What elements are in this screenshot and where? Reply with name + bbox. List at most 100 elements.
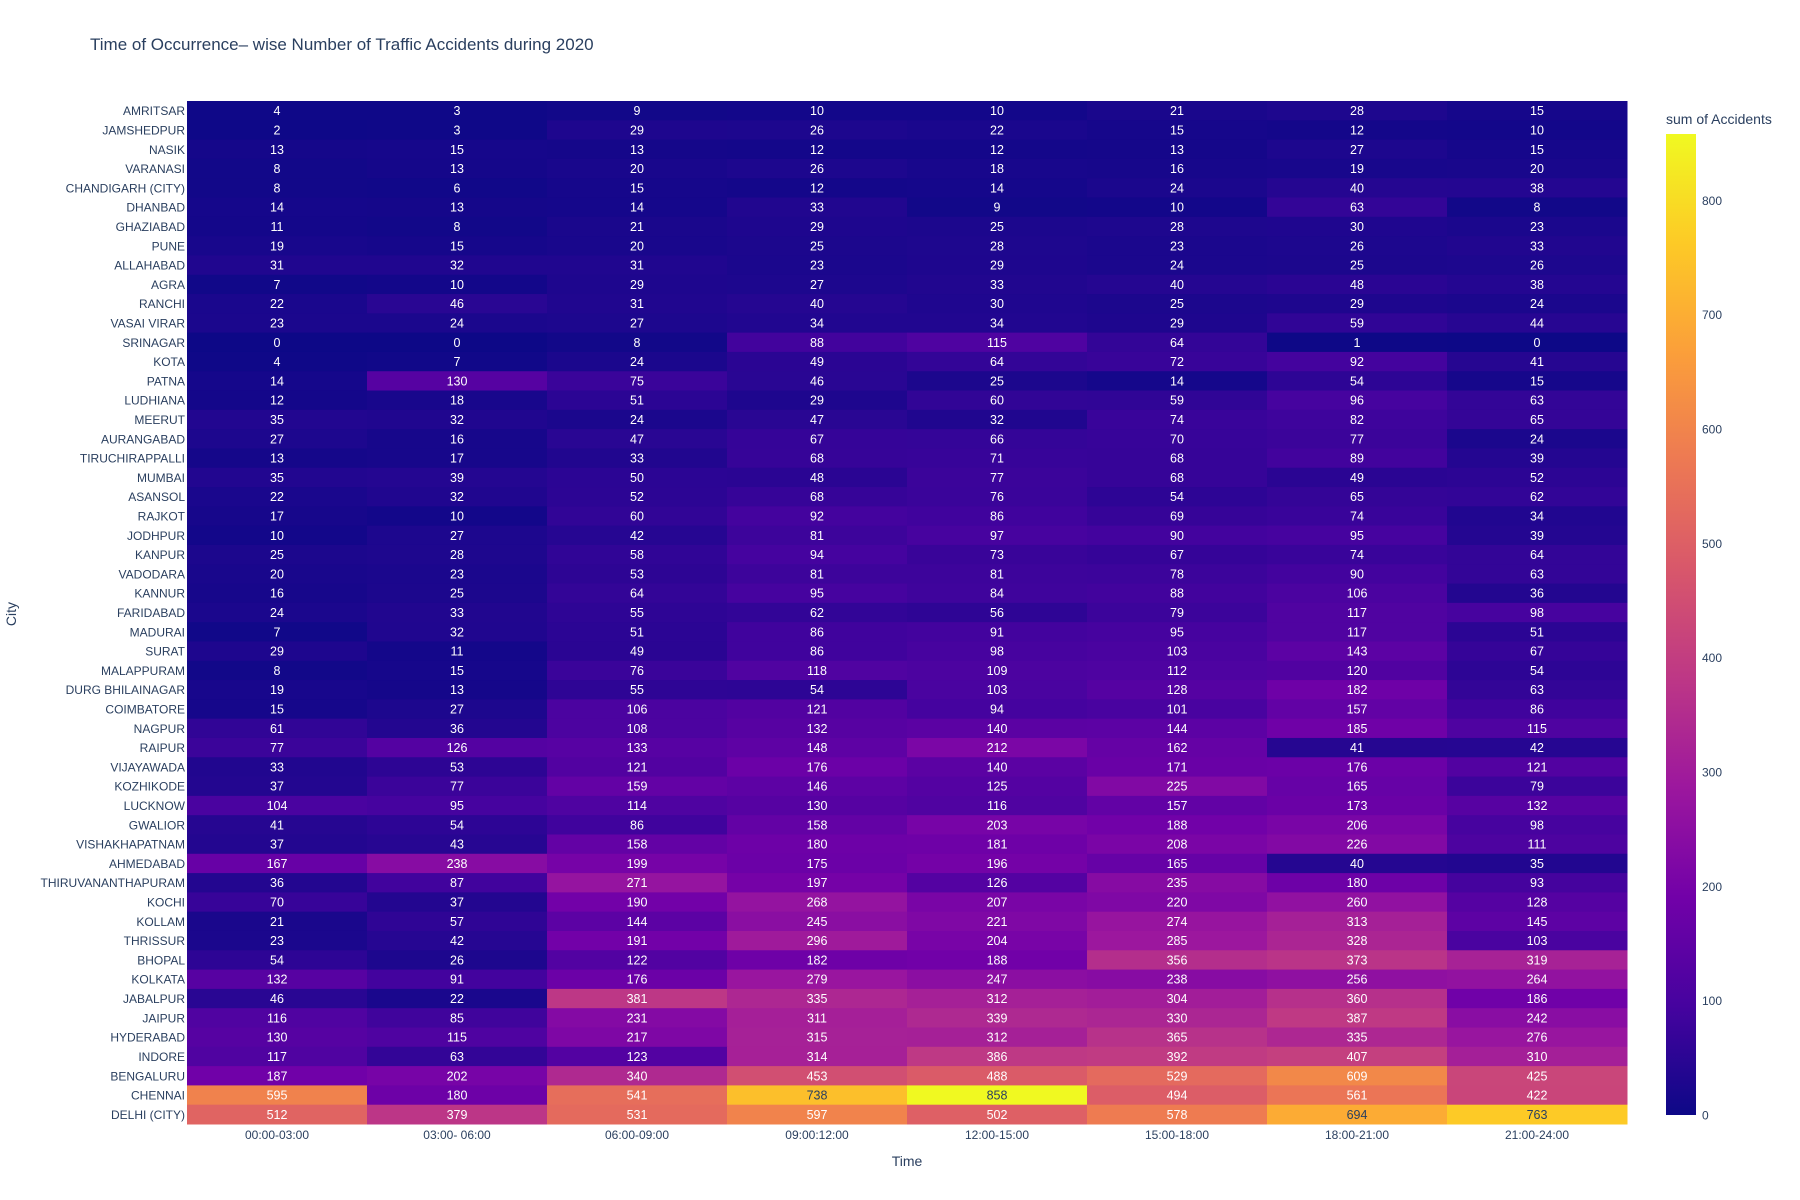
cell-value-label: 225 [1167,780,1188,794]
heatmap-cell [907,757,1088,778]
heatmap-cell [907,178,1088,199]
heatmap-cell [727,332,908,353]
cell-value-label: 23 [810,259,824,273]
heatmap-cell [547,178,728,199]
cell-value-label: 15 [1530,374,1544,388]
heatmap-cell [187,487,368,507]
y-tick-label: GHAZIABAD [116,220,186,234]
heatmap-cell [547,930,728,951]
cell-value-label: 70 [1170,432,1184,446]
heatmap-cell [727,737,908,758]
y-tick-label: CHANDIGARH (CITY) [66,181,185,195]
heatmap-cell [1447,892,1628,913]
cell-value-label: 35 [1530,857,1544,871]
heatmap-cell [547,969,728,990]
cell-value-label: 20 [630,162,644,176]
heatmap-cell [367,255,548,276]
cell-value-label: 64 [1530,548,1544,562]
cell-value-label: 103 [987,683,1008,697]
heatmap-cell [1447,622,1628,642]
cell-value-label: 144 [627,915,648,929]
heatmap-cell [547,429,728,449]
heatmap-cell [1447,699,1628,720]
cell-value-label: 38 [1530,181,1544,195]
heatmap-cell [1087,1085,1268,1106]
heatmap-cell [1447,1046,1628,1067]
cell-value-label: 204 [987,934,1008,948]
heatmap-cell [1267,216,1448,237]
cell-value-label: 42 [450,934,464,948]
heatmap-cell [187,1027,368,1048]
cell-value-label: 133 [627,741,648,755]
cell-value-label: 8 [274,664,281,678]
heatmap-cell [1087,795,1268,816]
heatmap-cell [547,313,728,334]
cell-value-label: 51 [630,394,644,408]
heatmap-cell [547,718,728,739]
cell-value-label: 97 [990,529,1004,543]
heatmap-cell [1267,930,1448,951]
cell-value-label: 92 [1350,355,1364,369]
cell-value-label: 18 [990,162,1004,176]
heatmap-cell [727,429,908,449]
cell-value-label: 13 [630,143,644,157]
heatmap-cell [907,139,1088,160]
cell-value-label: 221 [987,915,1008,929]
cell-value-label: 49 [1350,471,1364,485]
heatmap-cell [1267,718,1448,739]
cell-value-label: 63 [450,1050,464,1064]
heatmap-cell [907,313,1088,334]
heatmap-cell [547,139,728,160]
cell-value-label: 90 [1350,567,1364,581]
cell-value-label: 94 [990,703,1004,717]
cell-value-label: 196 [987,857,1008,871]
cell-value-label: 14 [270,374,284,388]
heatmap-cell [187,622,368,642]
cell-value-label: 26 [450,953,464,967]
cell-value-label: 26 [810,123,824,137]
cell-value-label: 36 [270,876,284,890]
cell-value-label: 109 [987,664,1008,678]
cell-value-label: 117 [267,1050,287,1064]
heatmap-cell [367,332,548,353]
heatmap-cell [907,795,1088,816]
heatmap-cell [1447,1008,1628,1028]
heatmap-cell [367,216,548,237]
heatmap-cell [1087,969,1268,990]
heatmap-cell [727,255,908,276]
cell-value-label: 268 [807,896,828,910]
cell-value-label: 11 [271,220,284,234]
cell-value-label: 53 [630,567,644,581]
cell-value-label: 29 [630,278,644,292]
heatmap-cell [727,1008,908,1028]
cell-value-label: 561 [1347,1089,1368,1103]
cell-value-label: 54 [1170,490,1184,504]
heatmap-cell [1087,1046,1268,1067]
cell-value-label: 365 [1167,1031,1188,1045]
y-tick-label: KANNUR [134,587,185,601]
heatmap-cell [187,602,368,623]
heatmap-cell [1267,1066,1448,1086]
cell-value-label: 86 [810,645,824,659]
heatmap-cell [187,757,368,778]
cell-value-label: 422 [1527,1089,1548,1103]
heatmap-cell [1087,660,1268,681]
x-tick-label: 09:00:12:00 [785,1128,849,1142]
y-tick-label: VIJAYAWADA [110,760,185,774]
y-tick-label: AURANGABAD [101,432,185,446]
heatmap-cell [187,409,368,430]
heatmap-cell [1447,274,1628,295]
heatmap-cell [907,718,1088,739]
heatmap-cell [547,236,728,256]
cell-value-label: 8 [634,336,641,350]
cell-value-label: 231 [627,1011,648,1025]
cell-value-label: 117 [1347,606,1367,620]
heatmap-cell [727,1027,908,1048]
cell-value-label: 36 [1530,587,1544,601]
cell-value-label: 10 [1170,201,1184,215]
cell-value-label: 123 [627,1050,648,1064]
heatmap-cell [187,467,368,488]
heatmap-cell [1087,429,1268,449]
y-tick-label: AGRA [151,278,185,292]
